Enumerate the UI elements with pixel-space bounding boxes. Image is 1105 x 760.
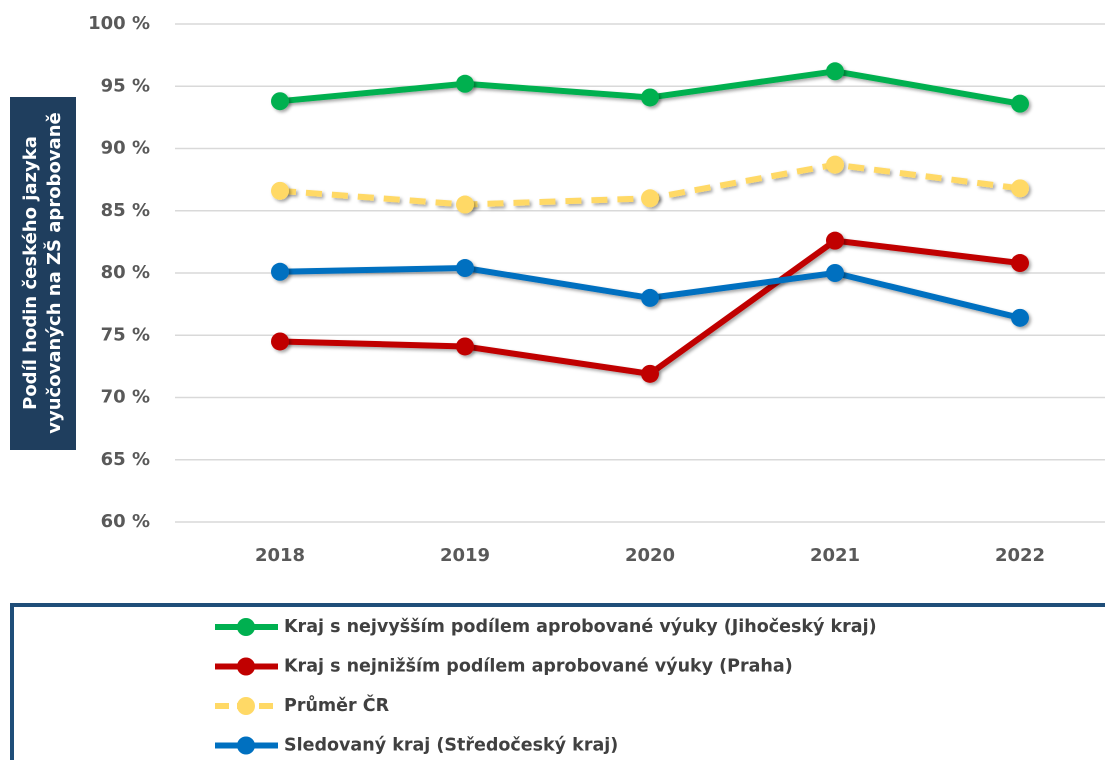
point [271,181,289,200]
legend-item: Kraj s nejvyšším podílem aprobované výuk… [215,617,877,637]
point [456,195,474,214]
legend-marker [237,618,255,636]
legend-label: Kraj s nejvyšším podílem aprobované výuk… [284,617,877,637]
y-label-line: vyučovaných na ZŠ aprobovaně [43,112,65,433]
y-tick-label: 95 % [101,75,150,96]
legend-label: Průměr ČR [284,694,390,716]
series-line [279,237,1021,377]
point [641,288,659,307]
point [826,231,844,250]
legend-item: Sledovaný kraj (Středočeský kraj) [215,736,618,756]
x-tick-label: 2019 [440,545,490,566]
point [826,264,844,282]
point [456,74,474,93]
y-tick-label: 90 % [101,138,150,159]
y-tick-label: 80 % [101,262,150,283]
series [271,62,1029,113]
point [456,337,474,356]
series [271,231,1029,383]
point [1011,308,1029,327]
point [271,262,289,281]
point [826,62,844,81]
point [641,88,659,107]
y-tick-label: 70 % [101,387,150,408]
y-label-box [10,97,76,450]
point [1011,254,1029,273]
legend-item: Průměr ČR [215,694,390,716]
point [456,259,474,278]
y-tick-label: 85 % [101,200,150,221]
legend-marker [237,657,255,676]
legend-label: Sledovaný kraj (Středočeský kraj) [284,736,618,756]
point [641,364,659,383]
x-tick-label: 2020 [625,545,675,566]
x-tick-label: 2021 [810,545,860,566]
series [271,155,1029,214]
y-tick-label: 60 % [101,511,150,532]
y-tick-label: 65 % [101,449,150,470]
point [1011,94,1029,113]
point [1011,179,1029,198]
legend-marker [237,697,255,715]
legend-item: Kraj s nejnižším podílem aprobované výuk… [215,657,793,677]
x-tick-label: 2022 [995,545,1045,566]
point [826,155,844,174]
y-tick-label: 75 % [101,324,150,345]
x-tick-label: 2018 [255,545,305,566]
point [641,189,659,208]
y-tick-label: 100 % [88,13,150,34]
series [271,259,1029,327]
legend-marker [237,736,255,755]
point [271,92,289,111]
legend-label: Kraj s nejnižším podílem aprobované výuk… [284,657,793,677]
legend-frame [10,603,1105,760]
y-label-line: Podíl hodin českého jazyka [20,136,41,410]
y-label: Podíl hodin českého jazyka vyučovaných n… [20,112,65,433]
point [271,332,289,351]
